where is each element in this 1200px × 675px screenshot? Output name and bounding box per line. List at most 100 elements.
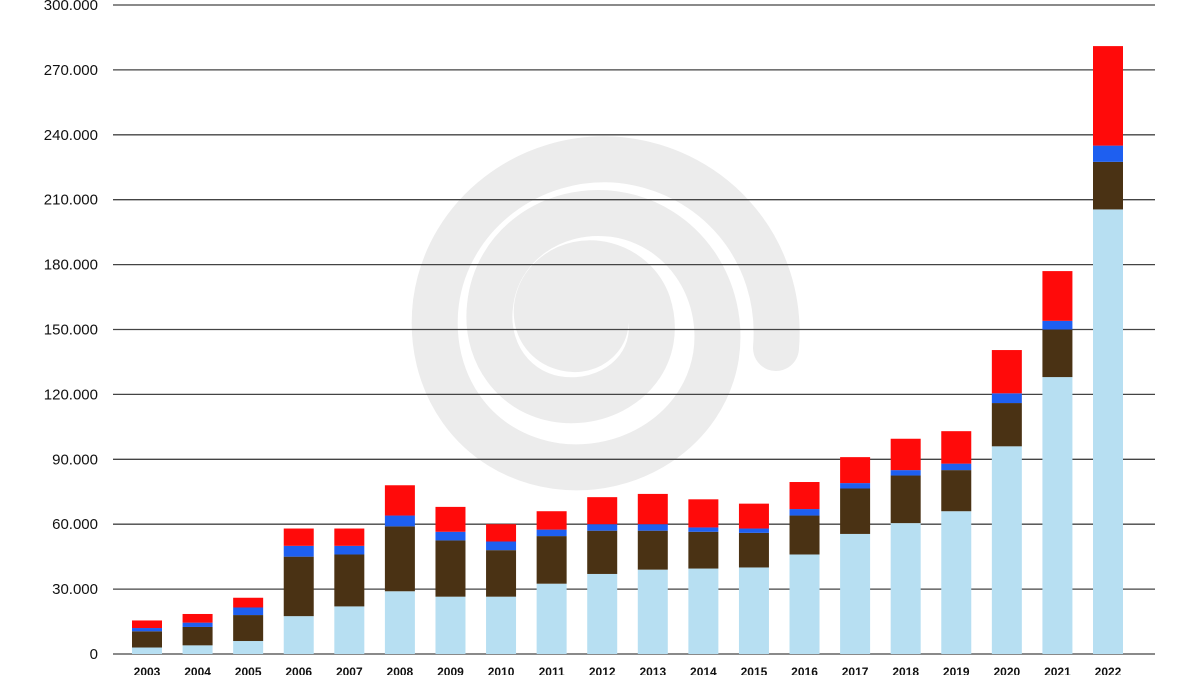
y-tick-label: 120.000: [44, 386, 98, 403]
bar-segment-2019-1: [941, 470, 972, 512]
spiral-watermark: [411, 136, 800, 491]
bar-2022: [1093, 46, 1123, 654]
x-tick-label: 2011: [539, 665, 565, 675]
y-tick-label: 180.000: [44, 257, 98, 274]
bar-segment-2018-0: [890, 523, 921, 654]
bar-segment-2021-2: [1042, 320, 1073, 330]
y-tick-label: 90.000: [52, 451, 98, 468]
bar-segment-2005-3: [233, 597, 264, 608]
bar-segment-2022-2: [1093, 145, 1123, 162]
x-tick-label: 2017: [842, 665, 869, 675]
x-tick-label: 2016: [791, 665, 818, 675]
bar-segment-2017-0: [840, 533, 871, 654]
bar-2006: [283, 528, 314, 654]
y-tick-label: 30.000: [52, 581, 98, 598]
bar-segment-2014-2: [688, 527, 719, 532]
bar-segment-2021-1: [1042, 329, 1073, 378]
bar-segment-2021-0: [1042, 377, 1073, 654]
x-tick-label: 2009: [437, 665, 464, 675]
bar-segment-2017-1: [840, 488, 871, 534]
bar-segment-2003-3: [132, 620, 162, 629]
bar-segment-2011-3: [536, 511, 567, 530]
bar-segment-2008-1: [384, 526, 415, 592]
bar-segment-2020-1: [991, 403, 1022, 447]
bar-segment-2004-2: [182, 622, 213, 627]
y-tick-label: 150.000: [44, 322, 98, 339]
bar-2020: [991, 350, 1022, 654]
y-tick-label: 60.000: [52, 516, 98, 533]
bar-segment-2007-1: [334, 554, 365, 607]
x-tick-label: 2003: [134, 665, 161, 675]
bar-segment-2015-1: [738, 532, 769, 568]
bar-2021: [1042, 271, 1073, 654]
bar-segment-2013-2: [637, 524, 668, 531]
bar-segment-2015-0: [738, 567, 769, 654]
x-tick-label: 2015: [741, 665, 768, 675]
y-tick-label: 0: [90, 646, 98, 663]
x-tick-label: 2007: [336, 665, 363, 675]
x-tick-label: 2008: [387, 665, 414, 675]
y-tick-label: 210.000: [44, 192, 98, 209]
x-tick-label: 2022: [1095, 665, 1122, 675]
bar-segment-2019-2: [941, 463, 972, 471]
y-tick-label: 240.000: [44, 127, 98, 144]
bar-segment-2016-2: [789, 509, 820, 516]
bar-segment-2009-2: [435, 531, 466, 541]
bar-segment-2006-0: [283, 616, 314, 654]
spiral-watermark-icon: [411, 136, 800, 491]
bar-segment-2012-1: [587, 530, 618, 574]
x-tick-label: 2012: [589, 665, 616, 675]
bar-segment-2020-3: [991, 350, 1022, 394]
bar-2003: [132, 620, 162, 654]
y-tick-label: 300.000: [44, 0, 98, 14]
bar-segment-2015-3: [738, 503, 769, 529]
bar-2009: [435, 506, 466, 654]
bar-segment-2014-0: [688, 568, 719, 654]
bar-2010: [486, 524, 517, 654]
bar-segment-2006-2: [283, 545, 314, 557]
bar-segment-2008-0: [384, 591, 415, 654]
bar-segment-2008-3: [384, 485, 415, 516]
bar-segment-2003-2: [132, 628, 162, 632]
bar-segment-2005-2: [233, 607, 264, 616]
bar-segment-2018-1: [890, 475, 921, 524]
bar-segment-2021-3: [1042, 271, 1073, 321]
bar-2007: [334, 528, 365, 654]
x-tick-label: 2019: [943, 665, 970, 675]
bar-segment-2012-0: [587, 573, 618, 654]
bar-segment-2006-1: [283, 556, 314, 617]
bar-segment-2015-2: [738, 528, 769, 533]
x-tick-label: 2005: [235, 665, 262, 675]
bar-segment-2010-3: [486, 524, 517, 542]
bar-2005: [233, 597, 264, 654]
bar-segment-2003-0: [132, 647, 162, 654]
x-tick-label: 2004: [184, 665, 211, 675]
bar-segment-2009-3: [435, 506, 466, 532]
bar-segment-2004-3: [182, 613, 213, 623]
bar-segment-2014-1: [688, 531, 719, 569]
bar-segment-2018-2: [890, 470, 921, 476]
bar-segment-2011-2: [536, 529, 567, 537]
bar-segment-2022-0: [1093, 209, 1123, 654]
bar-segment-2020-2: [991, 393, 1022, 404]
bar-2014: [688, 499, 719, 654]
x-tick-label: 2006: [285, 665, 312, 675]
bar-segment-2012-2: [587, 524, 618, 531]
bar-segment-2016-0: [789, 554, 820, 654]
bar-segment-2009-0: [435, 596, 466, 654]
bar-segment-2020-0: [991, 446, 1022, 654]
bar-segment-2019-0: [941, 511, 972, 654]
x-tick-label: 2020: [993, 665, 1020, 675]
axis-labels: 0 30.000 60.000 90.000 120.000 150.000 180.000…: [44, 0, 1122, 675]
bar-segment-2007-2: [334, 545, 365, 555]
bar-segment-2013-3: [637, 493, 668, 525]
bar-segment-2010-0: [486, 596, 517, 654]
bar-segment-2019-3: [941, 431, 972, 464]
bar-segment-2022-1: [1093, 161, 1123, 210]
bar-segment-2009-1: [435, 540, 466, 597]
bar-segment-2022-3: [1093, 46, 1123, 146]
bars: [132, 46, 1123, 654]
bar-2017: [840, 457, 871, 654]
